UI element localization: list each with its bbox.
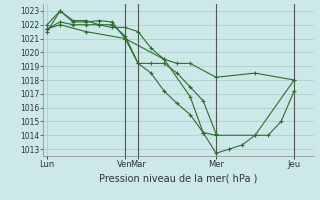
X-axis label: Pression niveau de la mer( hPa ): Pression niveau de la mer( hPa ) (99, 173, 258, 183)
